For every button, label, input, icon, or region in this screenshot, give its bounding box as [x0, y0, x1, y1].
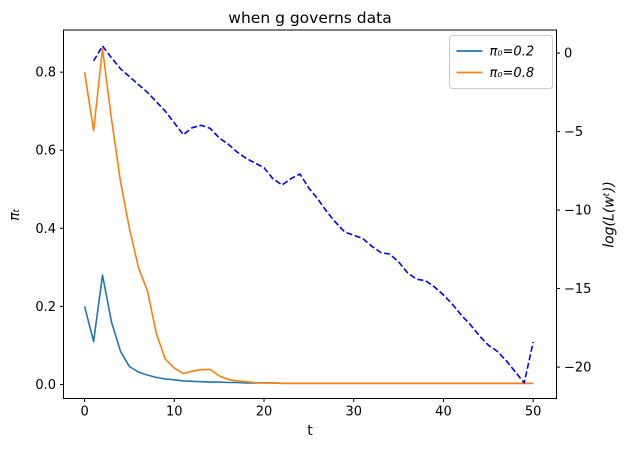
legend-box	[449, 35, 553, 89]
x-axis-tick-label: 40	[435, 405, 452, 420]
y-left-axis-label: πₜ	[7, 208, 23, 221]
x-axis-tick-label: 30	[345, 405, 362, 420]
x-axis-tick-label: 20	[256, 405, 273, 420]
y-right-tick-label: 0	[564, 47, 572, 62]
x-axis-tick-label: 10	[166, 405, 183, 420]
legend: π₀=0.2 π₀=0.8	[449, 35, 553, 89]
x-axis-tick-label: 0	[80, 405, 88, 420]
y-left-tick-label: 0.8	[35, 66, 56, 81]
chart-title: when g governs data	[228, 9, 391, 27]
plot-lines	[83, 45, 534, 385]
y-right-tick-label: −20	[564, 361, 591, 376]
series-line-log-likelihood	[92, 45, 534, 384]
y-right-tick-label: −10	[564, 204, 591, 219]
y-left-tick-label: 0.2	[35, 300, 56, 315]
x-axis-tick-label: 50	[525, 405, 542, 420]
y-left-tick-label: 0.4	[35, 222, 56, 237]
axis-ticks: 0 10 20 30 40 50 0.0 0.2 0.4 0.6 0.8 0 −5 −10 −15 −20	[35, 47, 591, 420]
legend-label-pi0-08: π₀=0.8	[490, 66, 535, 81]
x-axis-label: t	[307, 423, 313, 439]
y-left-tick-label: 0.6	[35, 144, 56, 159]
series-line-pi0-02	[83, 274, 534, 385]
plot-border	[63, 29, 557, 399]
series-line-pi0-08	[83, 47, 534, 385]
legend-label-pi0-02: π₀=0.2	[490, 45, 535, 60]
y-right-tick-label: −5	[564, 125, 583, 140]
y-right-axis-label: log(L(wᵗ))	[602, 181, 618, 248]
y-left-tick-label: 0.0	[35, 378, 56, 393]
y-right-tick-label: −15	[564, 282, 591, 297]
